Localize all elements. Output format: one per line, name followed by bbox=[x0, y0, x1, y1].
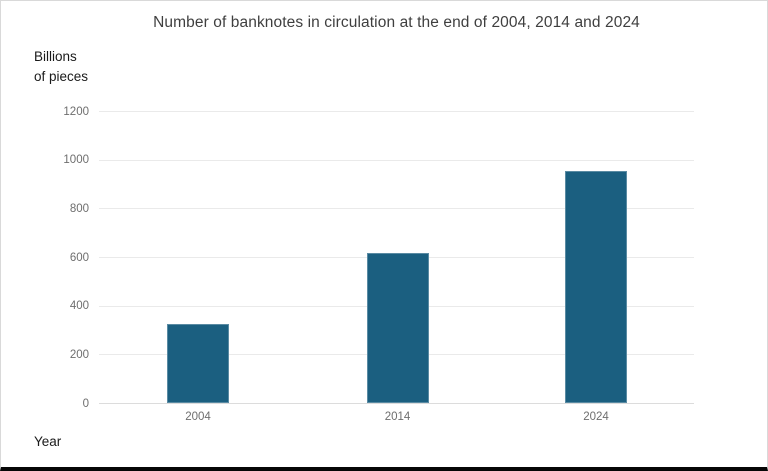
y-axis-unit-line1: Billions bbox=[34, 49, 77, 64]
y-tick-label-1000: 1000 bbox=[63, 154, 89, 167]
x-tick-label-2004: 2004 bbox=[185, 411, 211, 423]
y-tick-label-1200: 1200 bbox=[63, 105, 89, 118]
gridline-800 bbox=[99, 208, 694, 210]
y-tick-label-800: 800 bbox=[69, 202, 89, 215]
gridline-1000 bbox=[99, 159, 694, 161]
x-tick-label-2014: 2014 bbox=[384, 411, 411, 423]
bar-2024 bbox=[565, 171, 627, 404]
x-axis-title: Year bbox=[34, 434, 62, 449]
y-tick-label-200: 200 bbox=[69, 348, 89, 361]
y-tick-label-600: 600 bbox=[69, 251, 89, 264]
bar-2004 bbox=[167, 324, 229, 404]
bar-2014 bbox=[366, 252, 429, 404]
y-axis-unit-label: Billions of pieces bbox=[34, 47, 88, 87]
y-axis-unit-line2: of pieces bbox=[34, 69, 89, 84]
y-tick-label-0: 0 bbox=[82, 397, 89, 410]
x-axis-line bbox=[99, 403, 694, 404]
gridline-1200 bbox=[99, 111, 694, 112]
x-tick-label-2024: 2024 bbox=[583, 411, 609, 423]
y-tick-label-400: 400 bbox=[69, 300, 89, 313]
chart-title: Number of banknotes in circulation at th… bbox=[153, 14, 640, 31]
